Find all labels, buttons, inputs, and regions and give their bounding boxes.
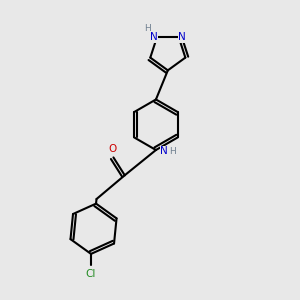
Text: H: H [169, 147, 176, 156]
Text: Cl: Cl [86, 268, 96, 278]
Text: N: N [160, 146, 168, 157]
Text: N: N [178, 32, 186, 42]
Text: N: N [150, 32, 157, 42]
Text: H: H [144, 24, 151, 33]
Text: O: O [109, 144, 117, 154]
